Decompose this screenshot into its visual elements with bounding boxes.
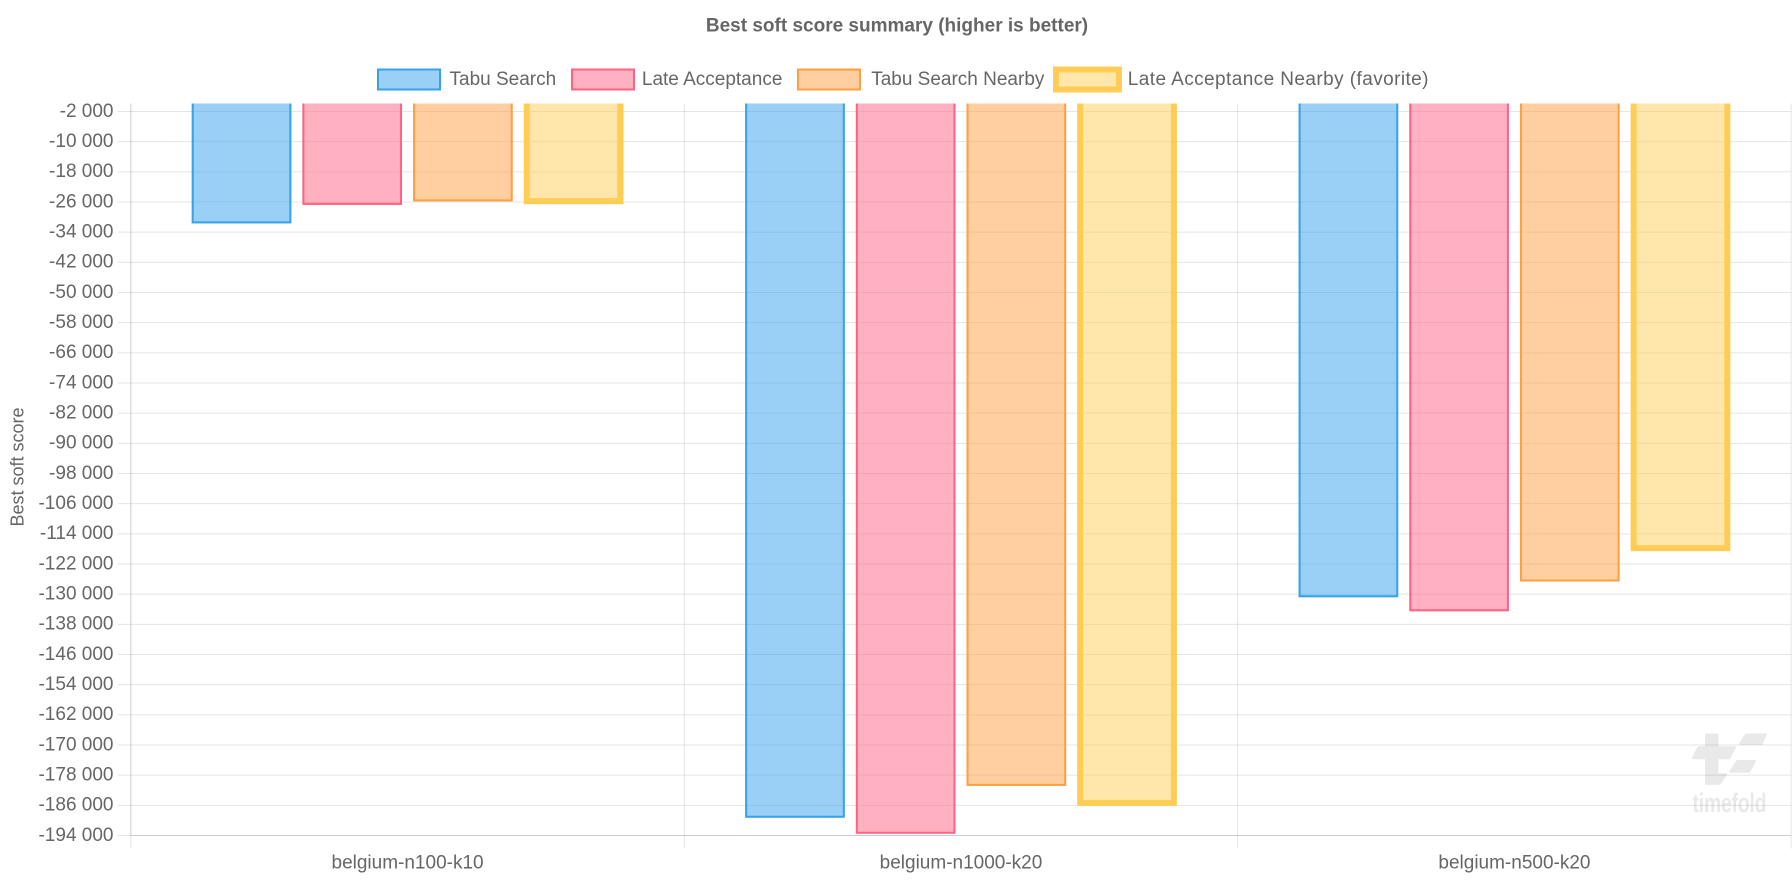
svg-text:Best soft score summary (highe: Best soft score summary (higher is bette… (706, 16, 1088, 37)
svg-text:-50 000: -50 000 (49, 282, 113, 303)
svg-text:Late Acceptance Nearby (favori: Late Acceptance Nearby (favorite) (1128, 69, 1429, 90)
svg-text:-26 000: -26 000 (49, 191, 113, 212)
svg-text:belgium-n500-k20: belgium-n500-k20 (1438, 852, 1590, 873)
svg-text:-130 000: -130 000 (38, 584, 113, 605)
svg-text:-146 000: -146 000 (38, 644, 113, 665)
svg-text:-42 000: -42 000 (49, 252, 113, 273)
svg-text:-194 000: -194 000 (38, 825, 113, 846)
svg-text:-98 000: -98 000 (49, 463, 113, 484)
svg-text:Tabu Search Nearby: Tabu Search Nearby (871, 69, 1045, 90)
svg-text:-18 000: -18 000 (49, 161, 113, 182)
svg-text:-114 000: -114 000 (40, 523, 114, 544)
svg-text:-58 000: -58 000 (49, 312, 113, 333)
svg-text:-178 000: -178 000 (38, 765, 113, 786)
svg-text:-74 000: -74 000 (49, 372, 113, 393)
svg-text:-106 000: -106 000 (38, 493, 113, 514)
svg-text:belgium-n1000-k20: belgium-n1000-k20 (880, 852, 1043, 873)
svg-text:-34 000: -34 000 (49, 222, 113, 243)
svg-text:timefold: timefold (1693, 788, 1767, 818)
svg-text:-66 000: -66 000 (49, 342, 113, 363)
svg-text:Late Acceptance: Late Acceptance (642, 69, 783, 90)
svg-text:-2 000: -2 000 (60, 101, 114, 122)
svg-text:-138 000: -138 000 (38, 614, 113, 635)
svg-text:belgium-n100-k10: belgium-n100-k10 (332, 852, 484, 873)
svg-text:-154 000: -154 000 (38, 674, 113, 695)
svg-text:Best soft score: Best soft score (8, 407, 28, 526)
svg-text:-10 000: -10 000 (49, 131, 113, 152)
svg-text:Tabu Search: Tabu Search (450, 69, 557, 90)
svg-text:-122 000: -122 000 (38, 553, 113, 574)
svg-text:-162 000: -162 000 (38, 704, 113, 725)
svg-text:-90 000: -90 000 (49, 433, 113, 454)
svg-text:-82 000: -82 000 (49, 403, 113, 424)
svg-text:-170 000: -170 000 (38, 734, 113, 755)
svg-text:-186 000: -186 000 (38, 795, 113, 816)
